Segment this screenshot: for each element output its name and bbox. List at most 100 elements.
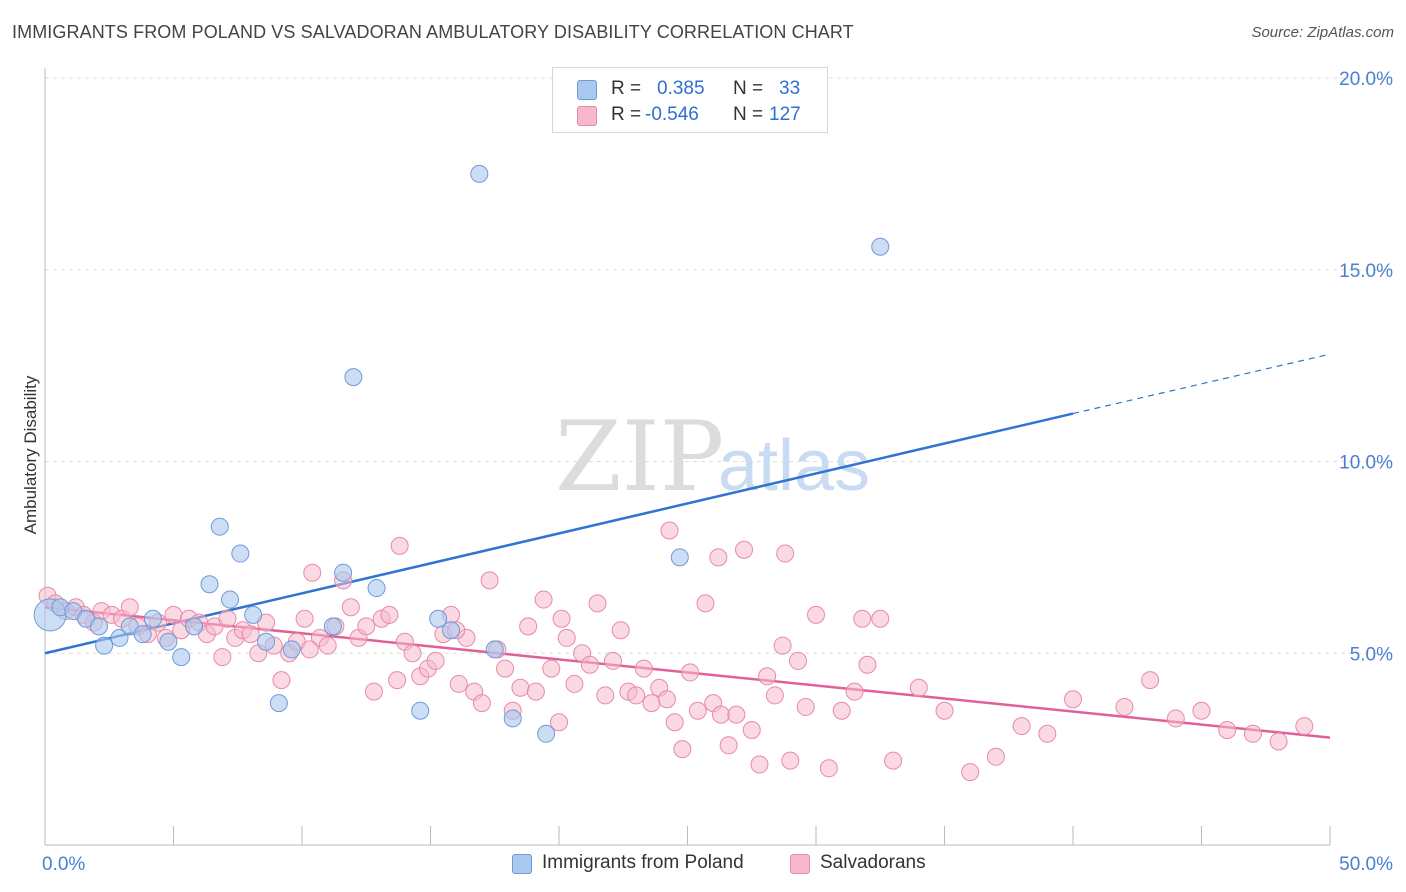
axes [44, 68, 1331, 846]
salvadorans-point [845, 682, 864, 701]
poland-point [670, 548, 689, 567]
salvadorans-point [611, 621, 630, 640]
poland-point [269, 694, 288, 713]
salvadorans-point [1064, 690, 1082, 709]
salvadorans-point [164, 605, 183, 624]
poland-point [210, 517, 229, 536]
salvadorans-point [773, 636, 792, 655]
salvadorans-point [781, 751, 800, 770]
legend-label-poland: Immigrants from Poland [542, 852, 744, 873]
salvadorans-point [750, 755, 769, 774]
poland-point [485, 640, 504, 659]
salvadorans-point [1166, 709, 1185, 728]
poland-point [185, 617, 204, 636]
salvadorans-point [449, 674, 468, 693]
poland-point [110, 628, 129, 647]
salvadorans-point [557, 628, 576, 647]
salvadorans-point [550, 713, 568, 732]
salvadorans-point [819, 759, 838, 778]
salvadorans-point [318, 636, 337, 655]
poland-point [143, 609, 162, 628]
poland-point [871, 237, 890, 256]
salvadorans-point [380, 605, 399, 624]
legend-r-label: R = [611, 78, 642, 99]
salvadorans-point [727, 705, 746, 724]
salvadorans-point [542, 659, 561, 678]
salvadorans-point [871, 609, 890, 628]
salvadorans-point [1243, 724, 1262, 743]
tick-labels: 5.0% 10.0% 15.0% 20.0% 0.0% 50.0% [42, 69, 1393, 875]
legend-swatch-pink [790, 854, 810, 874]
poland-point [200, 575, 219, 594]
salvadorans-point [511, 678, 530, 697]
salvadorans-point [986, 747, 1005, 766]
salvadorans-point [526, 682, 545, 701]
salvadorans-point [272, 671, 291, 690]
poland-point [89, 617, 108, 636]
source-label: Source: ZipAtlas.com [1251, 24, 1394, 41]
salvadorans-point [807, 605, 825, 624]
y-tick-label: 10.0% [1339, 453, 1393, 474]
salvadorans-point [776, 544, 795, 563]
y-tick-label: 15.0% [1339, 261, 1393, 282]
poland-point [334, 563, 353, 582]
salvadorans-point [719, 736, 738, 755]
poland-trend-extension [1072, 353, 1331, 415]
salvadorans-point [961, 763, 980, 782]
legend-n-label: N = [733, 104, 764, 125]
salvadorans-point [1269, 732, 1288, 751]
poland-point [159, 632, 178, 651]
legend-swatch-pink [577, 106, 597, 126]
salvadorans-point [1141, 671, 1160, 690]
poland-point [429, 609, 448, 628]
salvadorans-point [935, 701, 954, 720]
salvadorans-point [472, 694, 491, 713]
salvadorans-point [120, 598, 139, 617]
salvadorans-point [742, 720, 761, 739]
watermark-zip: ZIP [555, 401, 724, 513]
poland-point [95, 636, 114, 655]
salvadorans-point [681, 663, 700, 682]
salvadorans-point [596, 686, 615, 705]
poland-point [221, 590, 240, 609]
poland-point [282, 640, 301, 659]
salvadorans-point [603, 651, 622, 670]
salvadorans-point [426, 651, 445, 670]
salvadorans-point [357, 617, 376, 636]
poland-point [537, 724, 556, 743]
salvadorans-point [588, 594, 607, 613]
salvadorans-point [789, 651, 808, 670]
x-tick-label: 0.0% [42, 854, 85, 875]
legend-row-poland: R = 0.385 N = 33 [553, 76, 827, 104]
y-tick-label: 5.0% [1350, 644, 1393, 665]
salvadorans-point [673, 740, 692, 759]
poland-points [33, 164, 890, 743]
salvadorans-point [832, 701, 851, 720]
salvadorans-point [642, 694, 661, 713]
salvadorans-point [241, 625, 260, 644]
salvadorans-point [1218, 720, 1237, 739]
legend-r-value: 0.385 [657, 78, 705, 99]
salvadorans-point [634, 659, 653, 678]
poland-point [503, 709, 522, 728]
salvadorans-point [295, 609, 314, 628]
legend-r-label: R = [611, 104, 642, 125]
poland-point [344, 368, 363, 387]
grid-lines [45, 77, 1392, 654]
salvadorans-point [480, 571, 499, 590]
salvadorans-point [765, 686, 784, 705]
poland-point [367, 579, 386, 598]
poland-point [323, 617, 342, 636]
salvadorans-point [519, 617, 538, 636]
salvadorans-point [364, 682, 383, 701]
salvadorans-point [390, 536, 409, 555]
poland-trend-line [44, 412, 1074, 655]
legend-n-value: 33 [779, 78, 801, 99]
salvadorans-point [1192, 701, 1211, 720]
salvadorans-point [565, 674, 584, 693]
salvadorans-point [660, 521, 679, 540]
legend-n-label: N = [733, 78, 764, 99]
salvadorans-point [688, 701, 707, 720]
x-tick-label: 50.0% [1339, 854, 1393, 875]
